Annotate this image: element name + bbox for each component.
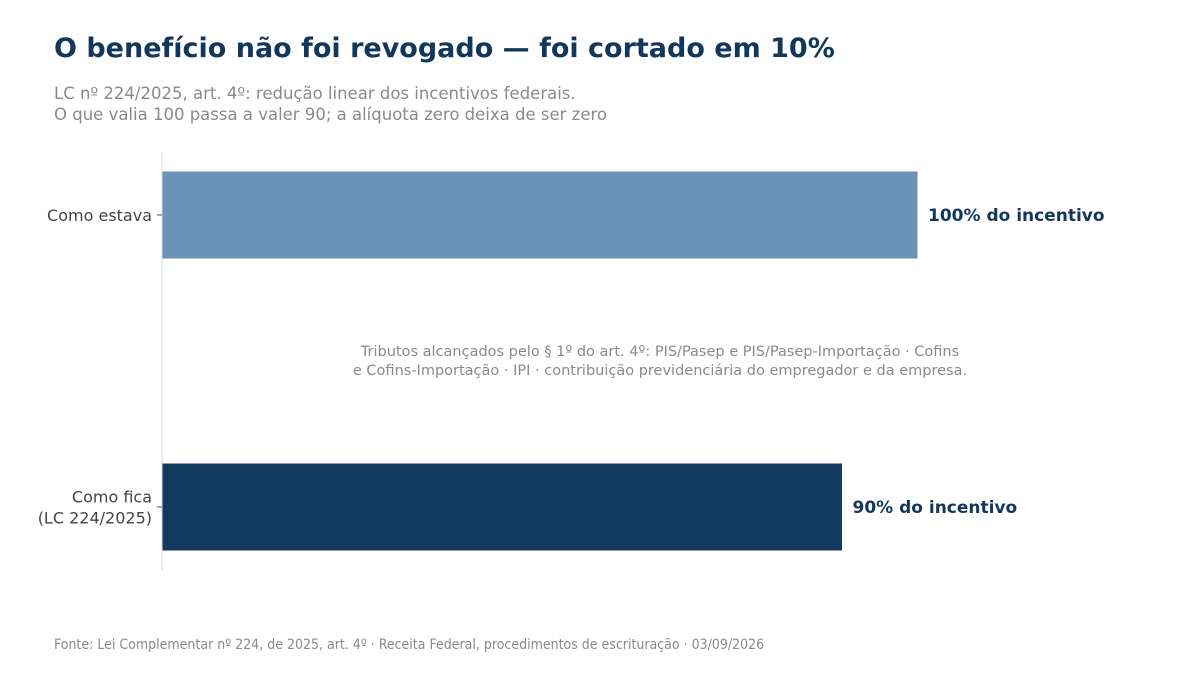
y-tick-label-2: Como fica (LC 224/2025) xyxy=(38,488,152,528)
annotation-line-1: Tributos alcançados pelo § 1º do art. 4º… xyxy=(360,344,959,360)
bar-1 xyxy=(162,171,918,259)
subtitle-line-2: O que valia 100 passa a valer 90; a alíq… xyxy=(54,105,607,124)
data-label-1: 100% do incentivo xyxy=(928,206,1105,226)
y-tick-label-line: Como estava xyxy=(47,206,152,225)
chart-title: O benefício não foi revogado — foi corta… xyxy=(54,33,835,64)
y-tick-label-line: Como fica xyxy=(72,488,152,507)
bar-2 xyxy=(162,463,842,551)
y-tick-label-1: Como estava xyxy=(47,206,152,225)
subtitle-line-1: LC nº 224/2025, art. 4º: redução linear … xyxy=(54,84,576,103)
chart-subtitle: LC nº 224/2025, art. 4º: redução linear … xyxy=(54,83,607,125)
annotation-line-2: e Cofins-Importação · IPI · contribuição… xyxy=(353,363,967,379)
y-tick-label-line: (LC 224/2025) xyxy=(38,509,152,528)
source-note: Fonte: Lei Complementar nº 224, de 2025,… xyxy=(54,637,765,653)
data-label-2: 90% do incentivo xyxy=(853,498,1018,518)
